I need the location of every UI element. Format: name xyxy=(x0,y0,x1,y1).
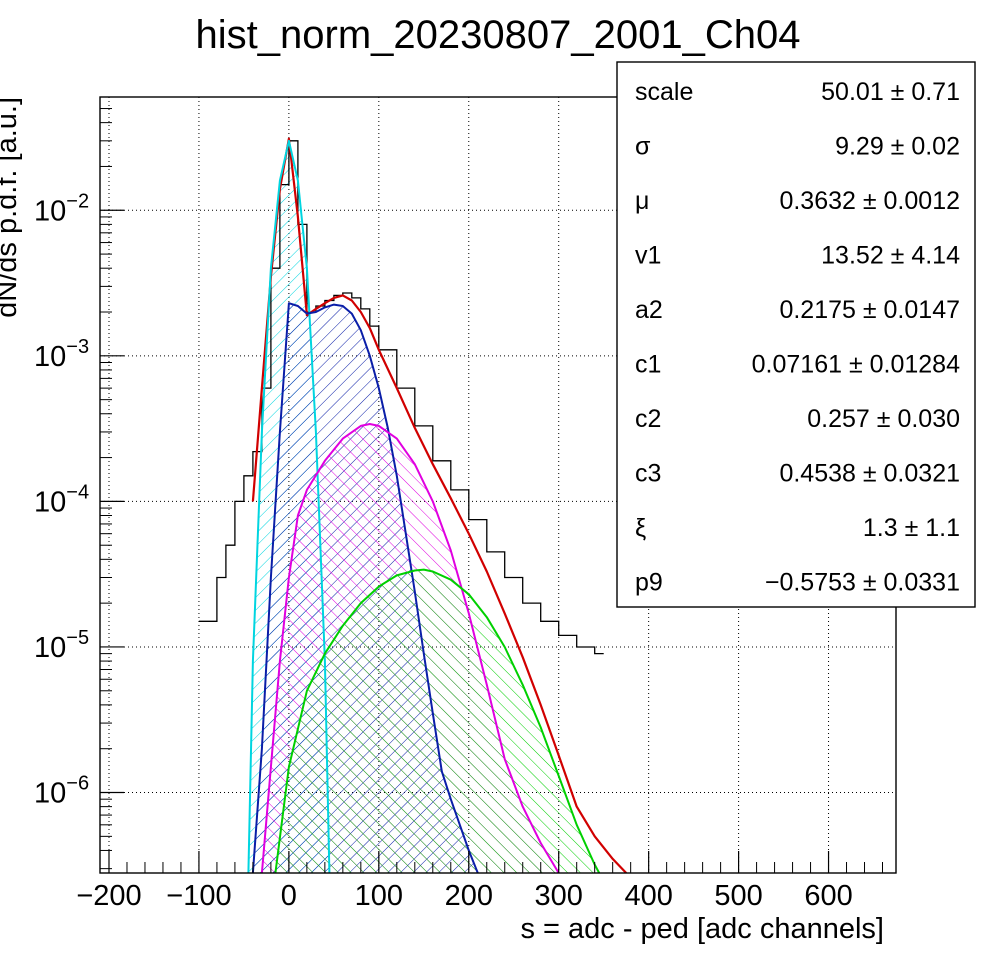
x-tick-label: 100 xyxy=(355,880,403,912)
stat-value: 1.3 ± 1.1 xyxy=(863,514,960,542)
stats-box-frame xyxy=(616,61,976,608)
stats-box: scale 50.01 ± 0.71 σ 9.29 ± 0.02 μ 0.3632 ± 0… xyxy=(616,61,976,608)
stat-value: 0.3632 ± 0.0012 xyxy=(779,187,960,215)
component-curve xyxy=(247,139,331,873)
stat-value: 13.52 ± 4.14 xyxy=(821,242,960,270)
fit-curve xyxy=(251,137,627,873)
x-tick-label: 500 xyxy=(714,880,762,912)
x-tick-label: −200 xyxy=(76,880,141,912)
stat-name: a2 xyxy=(635,296,663,324)
stat-value: 0.257 ± 0.030 xyxy=(807,405,960,433)
stat-name: μ xyxy=(635,187,649,215)
axis-ticks: −200 −100 0 100 200 300 400 500 600 10−6 10−5 10−4 1… xyxy=(34,96,884,912)
plot-series xyxy=(198,137,627,873)
component-curve xyxy=(251,302,479,873)
stat-value: 9.29 ± 0.02 xyxy=(835,133,960,161)
component-curve xyxy=(260,423,560,873)
stat-name: p9 xyxy=(635,569,663,597)
chart-title: hist_norm_20230807_2001_Ch04 xyxy=(196,13,801,57)
x-tick-label: 200 xyxy=(445,880,493,912)
stat-value: 0.2175 ± 0.0147 xyxy=(779,296,960,324)
x-tick-label: 0 xyxy=(281,880,297,912)
component-curve xyxy=(274,568,601,873)
stat-name: c2 xyxy=(635,405,661,433)
y-axis-title: dN/ds p.d.f. [a.u.] xyxy=(0,97,23,318)
stats-entries: scale 50.01 ± 0.71 σ 9.29 ± 0.02 μ 0.3632 ± 0… xyxy=(635,78,960,597)
histogram-line xyxy=(198,140,604,655)
stat-name: v1 xyxy=(635,242,661,270)
stat-name: c3 xyxy=(635,460,661,488)
x-tick-label: 300 xyxy=(535,880,583,912)
x-tick-label: 600 xyxy=(804,880,852,912)
y-tick-label: 10−4 xyxy=(34,481,89,518)
stat-value: −0.5753 ± 0.0331 xyxy=(765,569,960,597)
stat-value: 0.4538 ± 0.0321 xyxy=(779,460,960,488)
y-tick-label: 10−3 xyxy=(34,336,89,373)
x-axis-title: s = adc - ped [adc channels] xyxy=(520,913,884,945)
x-tick-label: −100 xyxy=(166,880,231,912)
stat-name: ξ xyxy=(635,514,646,542)
y-tick-label: 10−2 xyxy=(34,190,89,227)
stat-value: 50.01 ± 0.71 xyxy=(821,78,960,106)
x-tick-label: 400 xyxy=(624,880,672,912)
y-tick-label: 10−5 xyxy=(34,627,89,664)
stat-value: 0.07161 ± 0.01284 xyxy=(752,351,960,379)
stat-name: c1 xyxy=(635,351,661,379)
stat-name: σ xyxy=(635,133,651,161)
y-tick-label: 10−6 xyxy=(34,773,89,810)
stat-name: scale xyxy=(635,78,693,106)
